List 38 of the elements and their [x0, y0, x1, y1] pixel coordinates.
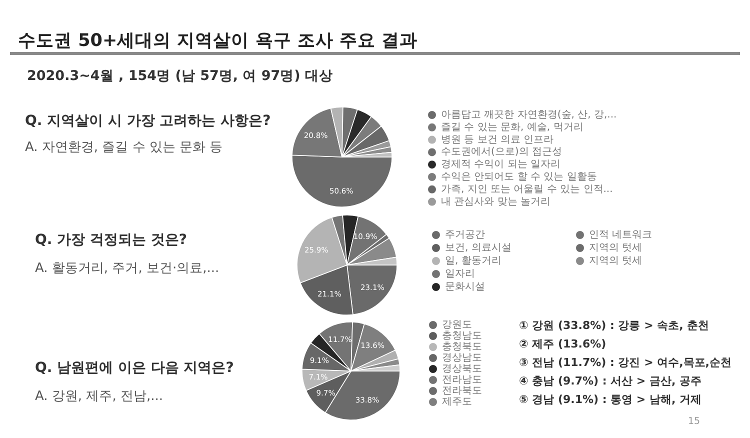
legend-label: 경제적 수익이 되는 일자리 — [441, 159, 561, 170]
text: ③ 전남 (11.7%) : 강진 > 여수,목포,순천 — [519, 356, 732, 369]
legend-label: 일자리 — [445, 268, 475, 280]
text: 2020.3~4월 , 154명 (남 57명, 여 97명) 대상 — [27, 68, 334, 84]
legend-label: 인적 네트워크 — [589, 230, 652, 240]
text: 수도권 50+세대의 지역살이 욕구 조사 주요 결과 — [18, 31, 418, 51]
text: ⑤ 경남 (9.1%) : 통영 > 남해, 거제 — [519, 393, 702, 406]
text: ① 강원 (33.8%) : 강릉 > 속초, 춘천 — [519, 319, 710, 332]
legend-label: 충청남도 — [442, 330, 482, 342]
text: A. 자연환경, 즐길 수 있는 문화 등 — [25, 140, 223, 155]
legend-label: 경상북도 — [442, 364, 482, 374]
text: ④ 충남 (9.7%) : 서산 > 금산, 공주 — [519, 374, 702, 388]
legend-label: 일, 활동거리 — [445, 256, 502, 266]
legend-label: 지역의 텃세 — [589, 242, 642, 254]
legend-label: 가족, 지인 또는 어울릴 수 있는 인적... — [441, 184, 613, 195]
legend-label: 문화시설 — [445, 282, 485, 292]
legend-label: 전라남도 — [442, 374, 482, 386]
legend-label: 전라북도 — [442, 386, 482, 396]
legend-label: 경상남도 — [442, 352, 482, 364]
legend-label: 아름답고 깨끗한 자연환경(숲, 산, 강,... — [441, 110, 617, 120]
legend-label: 수도권에서(으로)의 접근성 — [441, 146, 562, 158]
text: 15 — [688, 416, 700, 427]
legend-label: 보건, 의료시설 — [445, 242, 512, 254]
text: Q. 지역살이 시 가장 고려하는 사항은? — [25, 113, 271, 129]
text: Q. 남원편에 이은 다음 지역은? — [35, 360, 234, 376]
legend-label: 즐길 수 있는 문화, 예술, 먹거리 — [441, 122, 584, 133]
legend-label: 내 관심사와 맞는 놀거리 — [441, 196, 551, 208]
text: Q. 가장 걱정되는 것은? — [35, 232, 187, 248]
legend-label: 수익은 안되어도 할 수 있는 일활동 — [441, 172, 597, 182]
legend-label: 제주도 — [442, 396, 472, 408]
legend-label: 주거공간 — [445, 230, 485, 240]
text: A. 활동거리, 주거, 보건·의료,... — [35, 261, 220, 276]
legend-label: 병원 등 보건 의료 인프라 — [441, 134, 554, 146]
legend-label: 강원도 — [442, 320, 472, 330]
legend-label: 충청북도 — [442, 342, 482, 352]
text: ② 제주 (13.6%) — [519, 338, 606, 350]
text: A. 강원, 제주, 전남,... — [35, 389, 163, 404]
legend-label: 지역의 텃세 — [589, 256, 642, 266]
